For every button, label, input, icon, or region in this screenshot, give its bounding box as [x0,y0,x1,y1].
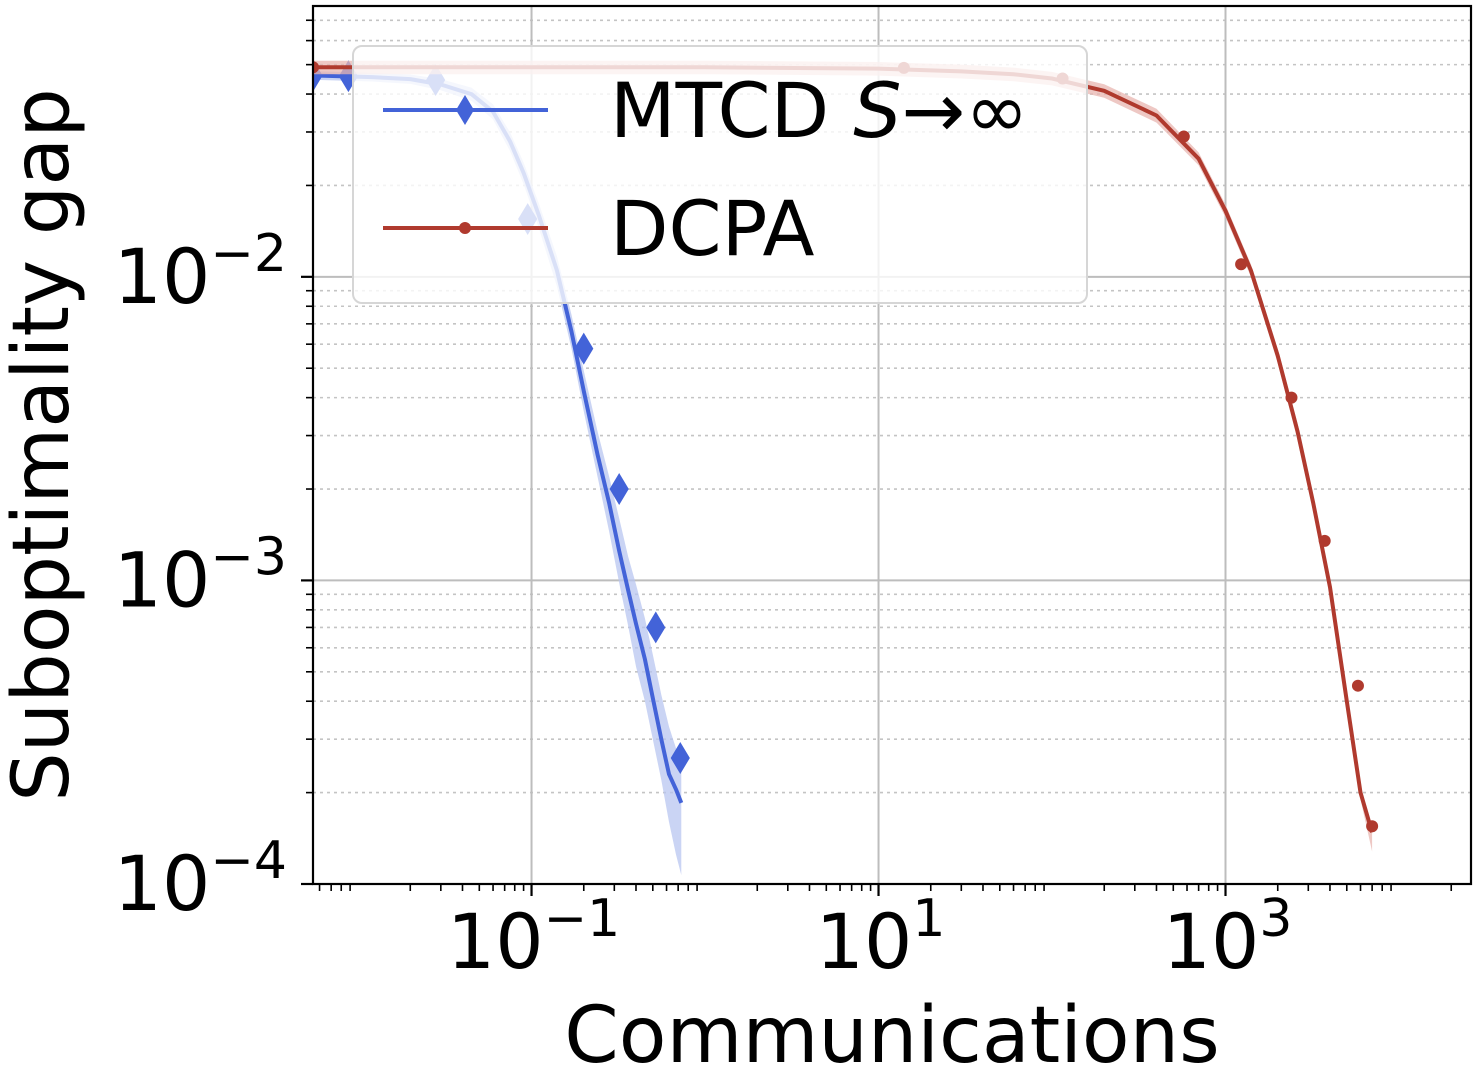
y-axis-label: Suboptimality gap [0,88,87,801]
x-tick-base: 10 [447,897,544,986]
data-point-marker [1177,130,1190,143]
data-point-marker [1318,534,1331,547]
x-tick-exponent: 3 [1259,889,1292,949]
legend-label: DCPA [610,184,815,273]
legend-label-italic: S [853,66,901,155]
data-point-marker [1235,258,1248,271]
x-tick-base: 10 [816,897,913,986]
y-tick-base: 10 [114,535,211,624]
y-tick-exponent: −3 [210,527,287,587]
data-point-marker [609,473,629,505]
confidence-band [313,71,682,876]
x-axis-label: Communications [564,991,1219,1070]
x-tick-exponent: −1 [544,889,621,949]
legend-marker [456,95,474,125]
y-tick-label: 10−4 [114,831,287,928]
x-tick-base: 10 [1163,897,1260,986]
x-tick-label: 10−1 [447,889,620,986]
axes-ticks: 10−410−310−210−1 101 103 [114,19,1453,986]
data-point-marker [670,742,690,774]
data-point-marker [646,611,666,644]
data-point-marker [1366,820,1379,833]
legend-label-text: DCPA [610,184,815,273]
y-tick-base: 10 [114,839,211,928]
y-tick-label: 10−3 [114,527,287,624]
data-point-marker [1351,679,1364,692]
plot-frame [311,4,1473,886]
legend-label: MTCD S→∞ [610,66,1029,155]
y-tick-exponent: −2 [210,224,287,284]
x-tick-label: 103 [1163,889,1293,986]
y-tick-base: 10 [114,232,211,321]
data-point-marker [313,61,319,74]
y-tick-exponent: −4 [210,831,287,891]
legend: MTCD S→∞ DCPA [352,45,1088,304]
x-tick-label: 101 [816,889,946,986]
data-point-marker [574,332,594,365]
x-tick-exponent: 1 [912,889,945,949]
legend-label-text: MTCD [610,66,853,155]
y-tick-label: 10−2 [114,224,287,321]
data-point-marker [1285,391,1298,404]
legend-marker [459,222,471,234]
legend-label-tail: →∞ [902,66,1029,155]
